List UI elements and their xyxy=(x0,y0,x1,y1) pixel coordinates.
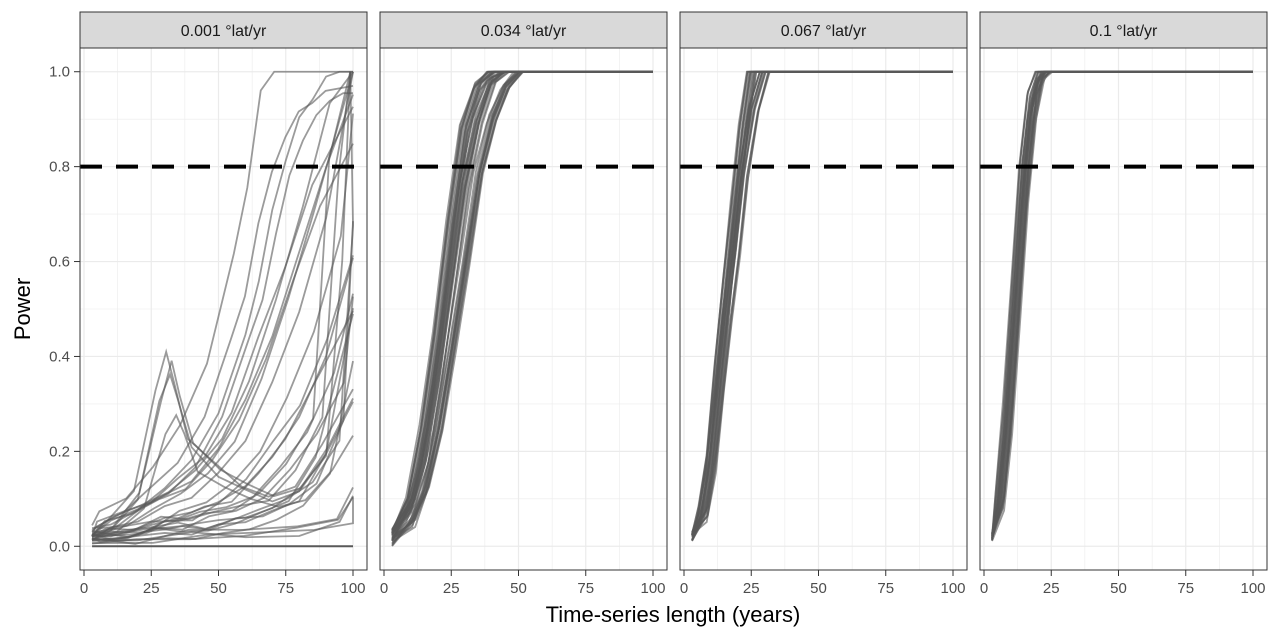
series-line xyxy=(391,70,653,538)
series-line xyxy=(391,70,653,534)
series-line xyxy=(91,296,354,537)
x-tick-label: 25 xyxy=(1043,580,1060,597)
y-tick-label: 0.2 xyxy=(49,443,70,460)
panel-border xyxy=(79,47,368,571)
series-line xyxy=(91,94,354,537)
series-line xyxy=(91,84,354,533)
x-tick-label: 25 xyxy=(143,580,160,597)
series-line xyxy=(92,293,354,537)
series-line xyxy=(391,70,653,532)
series-line xyxy=(691,70,953,538)
series-line xyxy=(391,70,653,534)
series-line xyxy=(91,496,354,545)
x-tick-label: 100 xyxy=(640,580,665,597)
facet-panel: 0.067 °lat/yr 0 25 50 75 100 xyxy=(679,11,968,597)
series-lines xyxy=(691,70,953,542)
x-tick-label: 50 xyxy=(210,580,227,597)
x-tick-label: 75 xyxy=(877,580,894,597)
series-line xyxy=(391,70,653,541)
facet-panel: 0.1 °lat/yr 0 25 50 75 100 xyxy=(979,11,1268,597)
x-tick-label: 50 xyxy=(510,580,527,597)
series-line xyxy=(691,70,953,533)
x-tick-label: 100 xyxy=(1240,580,1265,597)
x-axis-title: Time-series length (years) xyxy=(546,602,801,627)
y-axis-title: Power xyxy=(10,278,35,340)
series-lines xyxy=(391,70,653,547)
series-line xyxy=(391,70,653,546)
x-tick-label: 100 xyxy=(940,580,965,597)
x-tick-label: 0 xyxy=(380,580,388,597)
series-line xyxy=(991,70,1253,537)
series-line xyxy=(691,70,953,536)
x-tick-label: 75 xyxy=(1177,580,1194,597)
facet-strip xyxy=(379,11,668,49)
series-line xyxy=(691,70,953,541)
series-lines xyxy=(991,70,1253,542)
series-line xyxy=(91,413,354,538)
facet-panel: 0.034 °lat/yr 0 25 50 75 100 xyxy=(379,11,668,597)
series-lines xyxy=(91,70,354,548)
y-axis: 0.0 0.2 0.4 0.6 0.8 1.0 xyxy=(49,64,80,555)
y-tick-label: 1.0 xyxy=(49,64,70,81)
x-tick-label: 25 xyxy=(743,580,760,597)
series-line xyxy=(91,71,354,541)
facet-strip xyxy=(79,11,368,49)
series-line xyxy=(91,360,354,539)
x-tick-label: 75 xyxy=(277,580,294,597)
series-line xyxy=(391,70,653,539)
x-tick-label: 75 xyxy=(577,580,594,597)
x-tick-label: 100 xyxy=(340,580,365,597)
facet-strip-label: 0.034 °lat/yr xyxy=(481,23,567,40)
series-line xyxy=(391,70,653,541)
series-line xyxy=(391,70,653,536)
series-line xyxy=(91,348,354,537)
x-tick-label: 25 xyxy=(443,580,460,597)
facet-strip-label: 0.001 °lat/yr xyxy=(181,23,267,40)
y-tick-label: 0.8 xyxy=(49,159,70,176)
series-line xyxy=(991,70,1253,538)
y-tick-label: 0.0 xyxy=(49,538,70,555)
panel-border xyxy=(979,47,1268,571)
series-line xyxy=(991,70,1253,536)
x-tick-label: 50 xyxy=(810,580,827,597)
y-tick-label: 0.6 xyxy=(49,254,70,271)
facet-strip-label: 0.1 °lat/yr xyxy=(1090,23,1158,40)
series-line xyxy=(91,143,354,537)
series-line xyxy=(691,70,953,541)
series-line xyxy=(91,71,354,531)
y-tick-label: 0.4 xyxy=(49,348,70,365)
facet-panel: 0.001 °lat/yr 0 25 50 75 100 xyxy=(79,11,368,597)
series-line xyxy=(91,71,352,537)
series-line xyxy=(991,70,1253,535)
panel-border xyxy=(679,47,968,571)
series-line xyxy=(92,495,354,542)
series-line xyxy=(91,487,354,545)
panel-border xyxy=(379,47,668,571)
x-tick-label: 50 xyxy=(1110,580,1127,597)
facet-strip-label: 0.067 °lat/yr xyxy=(781,23,867,40)
series-line xyxy=(91,106,354,537)
panels-layer: 0.001 °lat/yr 0 25 50 75 100 0.034 °lat/yr 0 25 5… xyxy=(79,11,1268,597)
panel-grid xyxy=(980,48,1267,570)
x-tick-label: 0 xyxy=(980,580,988,597)
facet-strip xyxy=(979,11,1268,49)
series-line xyxy=(91,371,354,542)
x-tick-label: 0 xyxy=(80,580,88,597)
x-tick-label: 0 xyxy=(680,580,688,597)
